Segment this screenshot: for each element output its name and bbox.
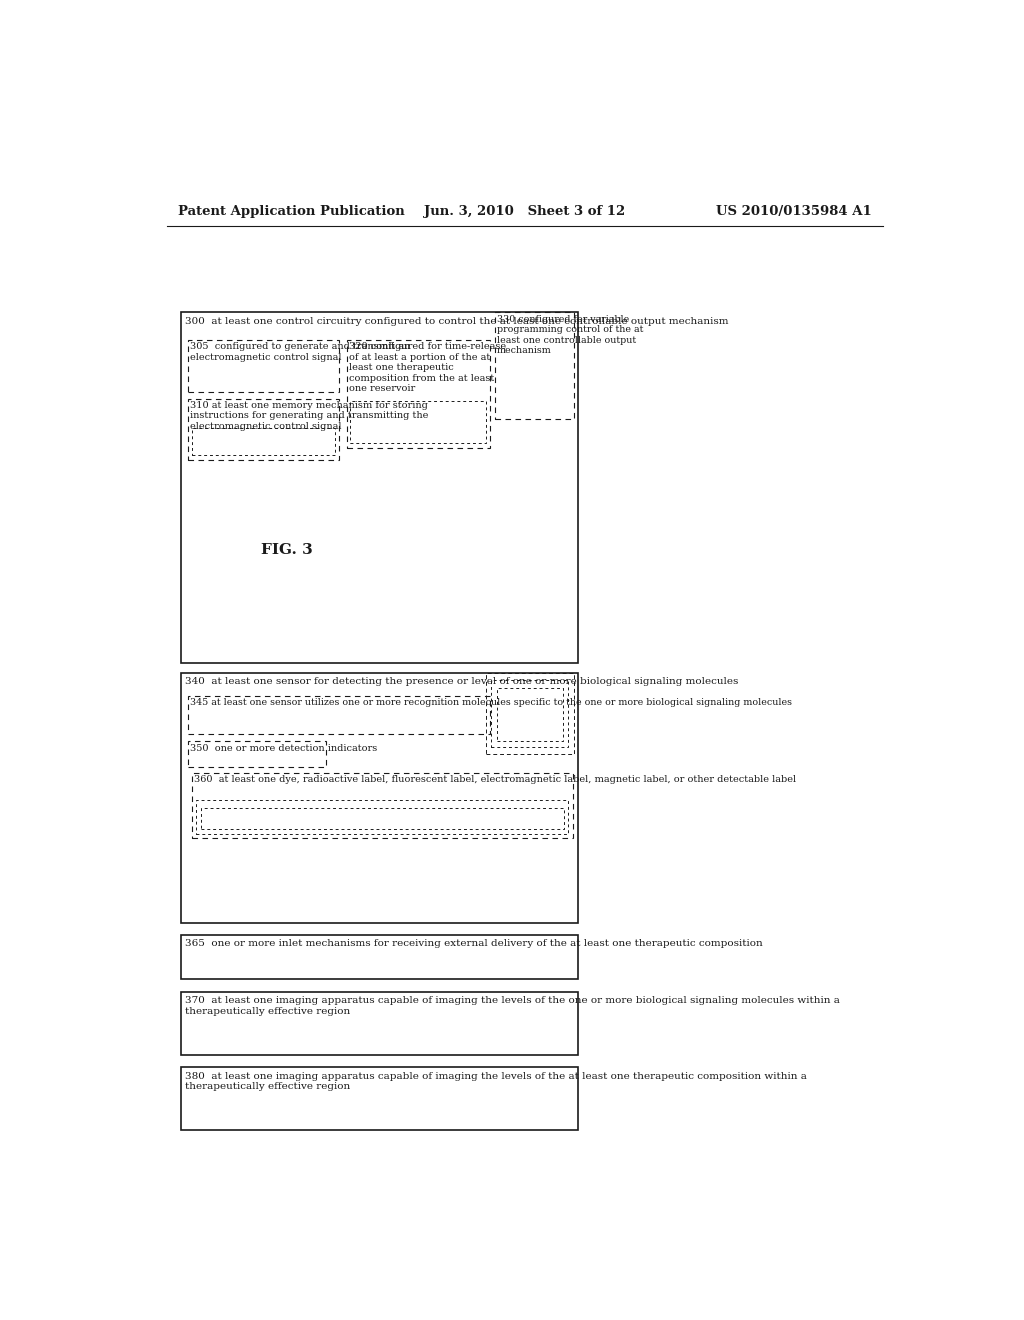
Text: Patent Application Publication: Patent Application Publication [178,205,406,218]
Bar [350,401,486,444]
Bar [180,935,578,979]
Text: 320 configured for time-release
of at least a portion of the at
least one therap: 320 configured for time-release of at le… [349,342,506,393]
Text: 350  one or more detection indicators: 350 one or more detection indicators [190,743,377,752]
Bar [497,688,563,742]
Bar [191,428,335,455]
Bar [191,774,572,838]
Text: US 2010/0135984 A1: US 2010/0135984 A1 [716,205,872,218]
Text: 360  at least one dye, radioactive label, fluorescent label, electromagnetic lab: 360 at least one dye, radioactive label,… [194,775,796,784]
Bar [201,808,563,829]
Text: Jun. 3, 2010   Sheet 3 of 12: Jun. 3, 2010 Sheet 3 of 12 [424,205,626,218]
Bar [495,313,573,418]
Bar [187,696,489,734]
Text: 345 at least one sensor utilizes one or more recognition molecules specific to t: 345 at least one sensor utilizes one or … [190,698,792,708]
Bar [486,673,573,754]
Bar [346,341,489,447]
Bar [180,313,578,663]
Bar [180,673,578,923]
Text: FIG. 3: FIG. 3 [261,544,313,557]
Text: 300  at least one control circuitry configured to control the at least one contr: 300 at least one control circuitry confi… [185,317,729,326]
Bar [180,1067,578,1130]
Text: 305  configured to generate and transmit an
electromagnetic control signal: 305 configured to generate and transmit … [190,342,411,362]
Bar [492,681,568,747]
Text: 370  at least one imaging apparatus capable of imaging the levels of the one or : 370 at least one imaging apparatus capab… [185,997,841,1015]
Bar [187,341,339,392]
Bar [180,991,578,1055]
Text: 340  at least one sensor for detecting the presence or level of one or more biol: 340 at least one sensor for detecting th… [185,677,738,686]
Text: 330 configured for variable
programming control of the at
least one controllable: 330 configured for variable programming … [497,314,643,355]
Text: 310 at least one memory mechanism for storing
instructions for generating and tr: 310 at least one memory mechanism for st… [190,401,428,430]
Text: 365  one or more inlet mechanisms for receiving external delivery of the at leas: 365 one or more inlet mechanisms for rec… [185,940,763,948]
Bar [187,742,326,767]
Bar [197,800,568,834]
Bar [187,399,339,461]
Text: 380  at least one imaging apparatus capable of imaging the levels of the at leas: 380 at least one imaging apparatus capab… [185,1072,807,1092]
